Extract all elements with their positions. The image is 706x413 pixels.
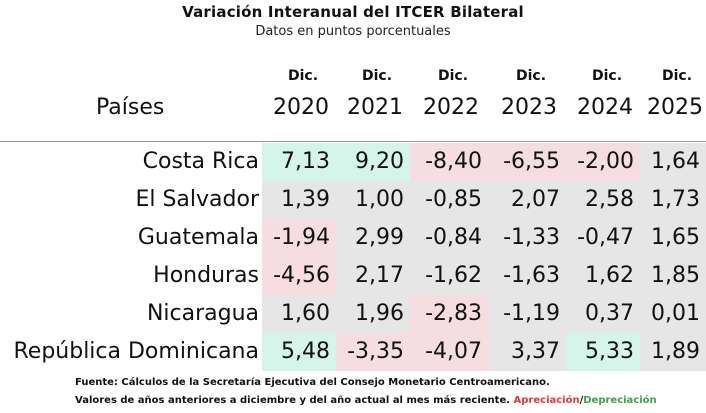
value-cell: 1,62 [566, 257, 640, 295]
value-cell: -2,83 [410, 295, 488, 333]
table-row: Guatemala -1,94 2,99 -0,84 -1,33 -0,47 1,65 [0, 219, 706, 257]
country-name: Nicaragua [146, 301, 259, 326]
table-row: Costa Rica 7,13 9,20 -8,40 -6,55 -2,00 1,64 [0, 143, 706, 181]
value-cell: 1,39 [262, 181, 336, 219]
value-cell: -6,55 [488, 143, 566, 181]
value-cell: -0,84 [410, 219, 488, 257]
country-name: República Dominicana [13, 339, 259, 364]
legend-appreciation: Apreciación [513, 395, 580, 406]
value-cell: 1,64 [640, 143, 706, 181]
value-cell: 2,17 [336, 257, 410, 295]
value-cell: 2,99 [336, 219, 410, 257]
value-cell: 1,73 [640, 181, 706, 219]
legend-depreciation: Depreciación [583, 395, 657, 406]
value-cell: -3,35 [336, 333, 410, 371]
value-cell: -8,40 [410, 143, 488, 181]
value-cell: -1,63 [488, 257, 566, 295]
header-year-3: 2023 [501, 95, 557, 120]
value-cell: 2,58 [566, 181, 640, 219]
footer-source: Fuente: Cálculos de la Secretaría Ejecut… [75, 377, 550, 388]
value-cell: -1,62 [410, 257, 488, 295]
table-row: Honduras -4,56 2,17 -1,62 -1,63 1,62 1,85 [0, 257, 706, 295]
header-dic-1: Dic. [361, 68, 393, 84]
table-row: El Salvador 1,39 1,00 -0,85 2,07 2,58 1,73 [0, 181, 706, 219]
value-cell: 1,00 [336, 181, 410, 219]
table-row: Nicaragua 1,60 1,96 -2,83 -1,19 0,37 0,01 [0, 295, 706, 333]
value-cell: 2,07 [488, 181, 566, 219]
value-cell: -0,47 [566, 219, 640, 257]
value-cell: 0,37 [566, 295, 640, 333]
value-cell: 1,60 [262, 295, 336, 333]
value-cell: 1,96 [336, 295, 410, 333]
value-cell: 9,20 [336, 143, 410, 181]
value-cell: 3,37 [488, 333, 566, 371]
country-name: El Salvador [135, 187, 259, 212]
country-name: Guatemala [137, 225, 259, 250]
value-cell: 1,89 [640, 333, 706, 371]
header-year-0: 2020 [273, 95, 329, 120]
value-cell: 5,48 [262, 333, 336, 371]
table-subtitle: Datos en puntos porcentuales [255, 24, 451, 39]
value-cell: -4,07 [410, 333, 488, 371]
value-cell: 5,33 [566, 333, 640, 371]
value-cell: -4,56 [262, 257, 336, 295]
value-cell: 0,01 [640, 295, 706, 333]
header-year-5: 2025 [647, 95, 703, 120]
country-name: Costa Rica [142, 149, 259, 174]
header-divider [0, 141, 706, 142]
table-title: Variación Interanual del ITCER Bilateral [182, 3, 524, 21]
header-year-4: 2024 [577, 95, 633, 120]
value-cell: -2,00 [566, 143, 640, 181]
legend-separator: / [579, 395, 584, 406]
table-row: República Dominicana 5,48 -3,35 -4,07 3,37 5,… [0, 333, 706, 371]
header-dic-0: Dic. [287, 68, 319, 84]
value-cell: -1,33 [488, 219, 566, 257]
value-cell: 1,85 [640, 257, 706, 295]
value-cell: -1,19 [488, 295, 566, 333]
header-year-2: 2022 [423, 95, 479, 120]
header-paises: Países [96, 95, 165, 120]
value-cell: 1,65 [640, 219, 706, 257]
footer-note-text: Valores de años anteriores a diciembre y… [75, 395, 511, 406]
header-dic-2: Dic. [437, 68, 469, 84]
value-cell: -0,85 [410, 181, 488, 219]
footer-note: Valores de años anteriores a diciembre y… [75, 395, 657, 406]
country-name: Honduras [153, 263, 259, 288]
value-cell: 7,13 [262, 143, 336, 181]
header-dic-4: Dic. [591, 68, 623, 84]
header-dic-3: Dic. [515, 68, 547, 84]
header-year-1: 2021 [347, 95, 403, 120]
header-dic-5: Dic. [661, 68, 693, 84]
value-cell: -1,94 [262, 219, 336, 257]
